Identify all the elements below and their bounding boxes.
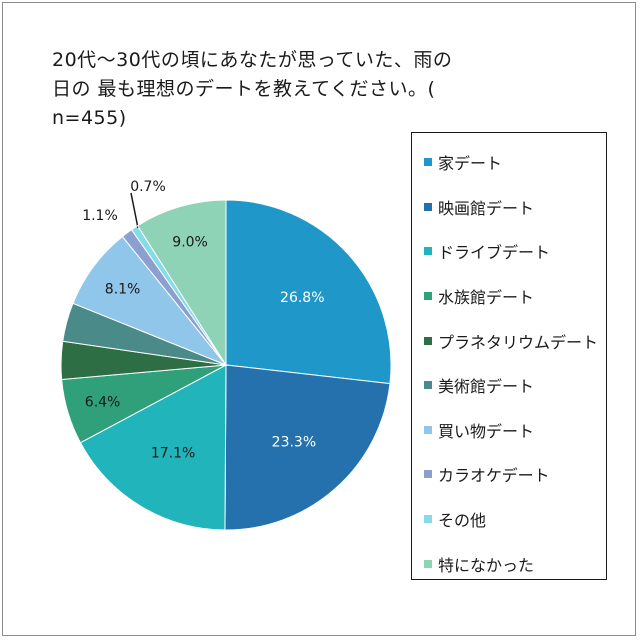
legend-label: プラネタリウムデート xyxy=(438,332,599,352)
data-label-6: 8.1% xyxy=(105,281,141,297)
legend-item-8: その他 xyxy=(412,497,606,542)
pie-slice-0 xyxy=(225,199,392,385)
legend-item-4: プラネタリウムデート xyxy=(412,318,606,363)
legend-swatch xyxy=(424,336,432,345)
chart-title-line-3: n=455) xyxy=(52,107,127,129)
legend-item-6: 買い物デート xyxy=(412,408,606,453)
data-label-0: 26.8% xyxy=(280,290,324,306)
legend-label: 家デート xyxy=(438,154,503,174)
legend-label: ドライブデート xyxy=(438,243,551,263)
legend-swatch xyxy=(424,559,432,568)
legend-label: カラオケデート xyxy=(438,466,550,486)
pie-slice-2 xyxy=(79,364,227,531)
legend-label: 映画館デート xyxy=(438,198,535,218)
legend-item-7: カラオケデート xyxy=(412,452,606,497)
data-label-8: 0.7% xyxy=(130,179,166,195)
legend-item-2: ドライブデート xyxy=(412,229,606,274)
legend-swatch xyxy=(424,381,432,390)
legend: 家デート映画館デート ドライブデート 水族館デートプラネタリウムデート 美術館デート買… xyxy=(411,132,607,580)
data-label-2: 17.1% xyxy=(151,446,195,462)
data-label-1: 23.3% xyxy=(272,435,316,451)
legend-label: 美術館デート xyxy=(438,377,535,397)
legend-swatch xyxy=(424,202,432,211)
leader-line-8 xyxy=(130,192,139,229)
legend-swatch xyxy=(424,470,432,479)
pie-slice-1 xyxy=(224,364,391,531)
data-label-9: 9.0% xyxy=(172,234,208,250)
legend-item-1: 映画館デート xyxy=(412,185,606,230)
legend-item-5: 美術館デート xyxy=(412,363,606,408)
chart-title: 20代～30代の頃にあなたが思っていた、雨の 日の 最も理想のデートを教えてくだ… xyxy=(52,46,552,133)
legend-item-9: 特になかった xyxy=(412,541,606,586)
chart-title-line-1: 20代～30代の頃にあなたが思っていた、雨の xyxy=(52,49,453,71)
data-label-7: 1.1% xyxy=(82,208,118,224)
legend-swatch xyxy=(424,158,432,167)
data-label-3: 6.4% xyxy=(85,395,121,411)
pie-slice-9 xyxy=(136,199,227,367)
legend-label: 水族館デート xyxy=(438,288,535,308)
chart-title-line-2: 日の 最も理想のデートを教えてください。( xyxy=(52,78,436,100)
legend-swatch xyxy=(424,515,432,524)
legend-label: その他 xyxy=(438,511,487,531)
legend-item-3: 水族館デート xyxy=(412,274,606,319)
legend-label: 特になかった xyxy=(438,555,535,575)
legend-swatch xyxy=(424,247,432,256)
legend-item-0: 家デート xyxy=(412,140,606,185)
legend-label: 買い物デート xyxy=(438,421,535,441)
legend-swatch xyxy=(424,425,432,434)
legend-swatch xyxy=(424,292,432,301)
